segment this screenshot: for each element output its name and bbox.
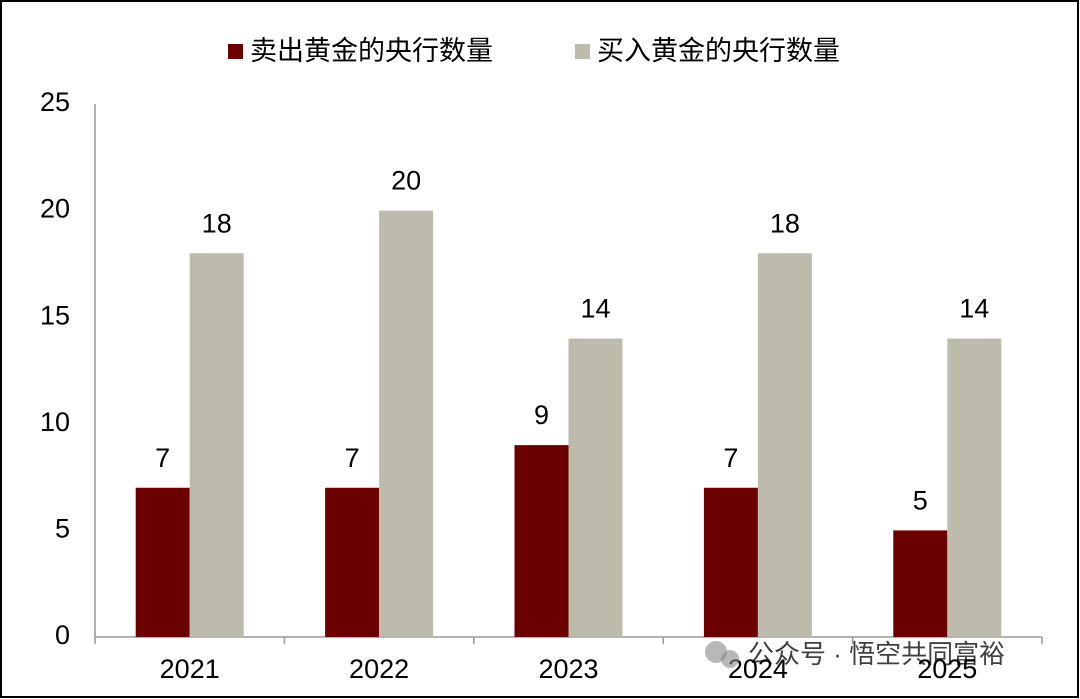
bar [514,445,569,637]
legend-label: 买入黄金的央行数量 [597,36,840,66]
value-label: 7 [345,443,360,473]
value-label: 7 [155,443,170,473]
value-label: 14 [580,294,610,324]
watermark: 公众号 · 悟空共同富裕 [748,639,1005,669]
bar [757,253,812,638]
bar [703,487,758,637]
legend-label: 卖出黄金的央行数量 [250,36,493,66]
y-tick-label: 5 [55,514,70,544]
bar [325,487,380,637]
x-tick-label: 2021 [160,654,220,684]
y-tick-label: 25 [40,87,70,117]
y-tick-label: 20 [40,194,70,224]
bar [189,253,244,638]
bar [379,210,434,637]
value-label: 9 [534,400,549,430]
value-label: 14 [959,294,989,324]
x-tick-label: 2025 [917,654,977,684]
bar [568,338,623,637]
legend-swatch [575,44,590,59]
legend-swatch [228,44,243,59]
y-tick-label: 0 [55,620,70,650]
y-tick-label: 15 [40,300,70,330]
bar [135,487,190,637]
bar [893,530,948,637]
x-tick-label: 2022 [349,654,409,684]
value-label: 18 [770,208,800,238]
x-tick-label: 2023 [538,654,598,684]
bar [947,338,1002,637]
value-label: 20 [391,166,421,196]
watermark-icon [721,650,739,668]
value-label: 18 [202,208,232,238]
value-label: 7 [723,443,738,473]
value-label: 5 [913,486,928,516]
y-tick-label: 10 [40,407,70,437]
